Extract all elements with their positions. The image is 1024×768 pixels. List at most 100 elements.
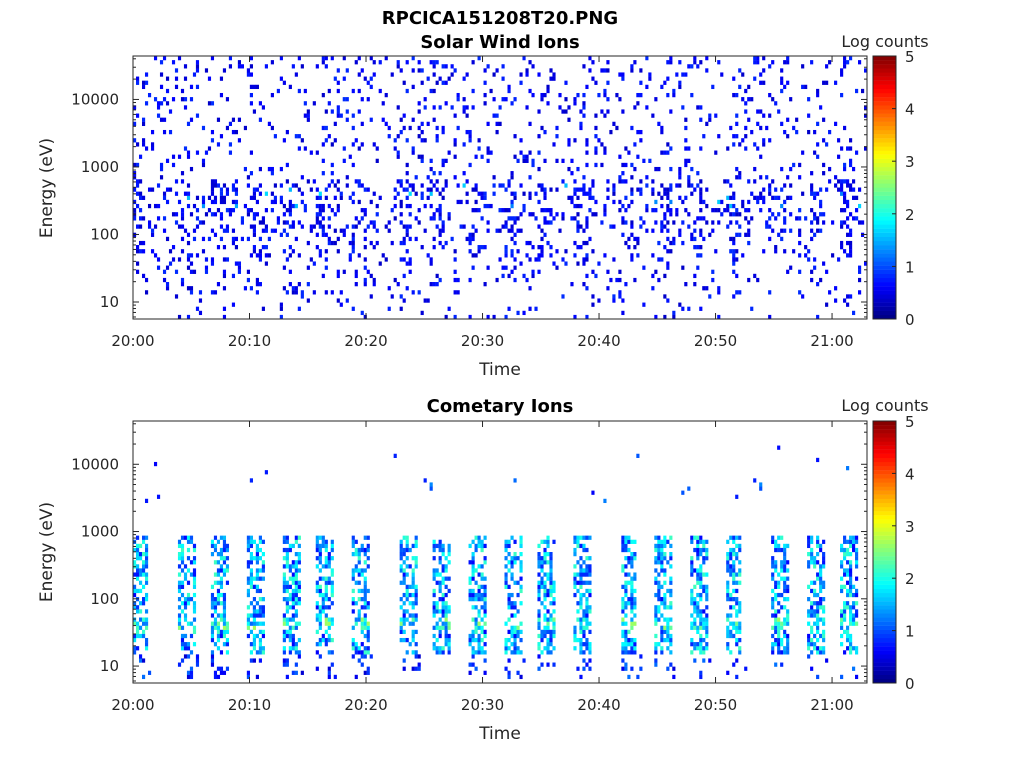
heatmap-cell (489, 150, 493, 155)
heatmap-cell (687, 224, 691, 229)
heatmap-cell (786, 642, 790, 647)
heatmap-cell (555, 187, 559, 192)
heatmap-cell (321, 601, 325, 606)
heatmap-cell (618, 72, 622, 77)
heatmap-cell (318, 637, 322, 643)
heatmap-cell (189, 597, 194, 602)
heatmap-cell (261, 568, 265, 573)
heatmap-cell (669, 605, 673, 610)
heatmap-cell (189, 253, 194, 258)
heatmap-cell (318, 249, 322, 254)
heatmap-cell (678, 195, 682, 200)
heatmap-cell (483, 282, 487, 287)
heatmap-cell (138, 224, 143, 229)
heatmap-cell (141, 117, 146, 122)
heatmap-cell (621, 76, 625, 81)
heatmap-cell (753, 179, 757, 184)
heatmap-cell (369, 199, 373, 205)
heatmap-cell (252, 249, 256, 254)
heatmap-cell (633, 556, 637, 561)
solar-wind-ions-panel: Solar Wind Ions 20:00 20:10 20:20 20:30 20:4… (37, 32, 929, 380)
heatmap-cell (213, 195, 218, 200)
heatmap-cell (432, 282, 436, 287)
heatmap-cell (777, 212, 781, 217)
heatmap-cell (321, 224, 325, 229)
heatmap-cell (573, 572, 577, 577)
heatmap-cell (816, 605, 820, 610)
heatmap-cell (732, 294, 736, 299)
heatmap-cell (543, 633, 547, 639)
heatmap-cell (552, 646, 556, 651)
heatmap-cell (693, 220, 697, 225)
heatmap-cell (501, 208, 505, 213)
heatmap-cell (555, 265, 559, 270)
heatmap-cell (810, 60, 814, 65)
heatmap-cell (351, 236, 355, 242)
heatmap-cell (855, 621, 859, 626)
x-tick-label: 20:40 (577, 696, 620, 714)
heatmap-cell (690, 564, 694, 569)
heatmap-cell (798, 208, 802, 213)
heatmap-cell (516, 556, 520, 561)
heatmap-cell (579, 646, 583, 651)
heatmap-cell (429, 60, 433, 65)
heatmap-cell (765, 125, 769, 131)
heatmap-cell (855, 195, 859, 200)
heatmap-cell (432, 212, 436, 217)
heatmap-cell (291, 617, 295, 622)
heatmap-cell (144, 576, 149, 581)
heatmap-cell (552, 617, 556, 622)
heatmap-cell (588, 650, 592, 655)
heatmap-cell (297, 637, 301, 643)
heatmap-cell (852, 179, 856, 184)
heatmap-cell (156, 183, 161, 188)
heatmap-cell (144, 552, 149, 557)
heatmap-cell (654, 208, 658, 213)
heatmap-cell (546, 617, 550, 622)
heatmap-cell (174, 220, 179, 225)
heatmap-cell (576, 580, 580, 585)
heatmap-cell (384, 121, 388, 127)
heatmap-cell (543, 220, 547, 225)
heatmap-cell (711, 84, 715, 90)
heatmap-cell (399, 568, 403, 573)
heatmap-cell (738, 68, 742, 73)
heatmap-cell (666, 633, 670, 639)
heatmap-cell (471, 568, 475, 573)
heatmap-cell (621, 564, 625, 569)
heatmap-cell (153, 97, 158, 102)
heatmap-cell (222, 560, 227, 565)
heatmap-cell (546, 646, 550, 651)
heatmap-cell (504, 539, 508, 544)
heatmap-cell (468, 597, 472, 602)
heatmap-cell (732, 662, 736, 667)
heatmap-cell (528, 175, 532, 180)
heatmap-cell (522, 273, 526, 279)
heatmap-cell (582, 543, 586, 549)
heatmap-cell (351, 224, 355, 229)
heatmap-cell (357, 253, 361, 258)
heatmap-cell (696, 105, 700, 110)
heatmap-cell (222, 286, 227, 291)
heatmap-cell (291, 637, 295, 643)
heatmap-cell (450, 72, 454, 77)
heatmap-cell (699, 306, 703, 311)
heatmap-cell (510, 249, 514, 254)
heatmap-cell (133, 646, 137, 651)
heatmap-cell (813, 642, 817, 647)
heatmap-cell (651, 113, 655, 118)
heatmap-cell (327, 88, 331, 94)
heatmap-cell (705, 539, 709, 544)
heatmap-cell (180, 179, 185, 184)
heatmap-cell (372, 220, 376, 225)
heatmap-cell (297, 220, 301, 225)
heatmap-cell (216, 629, 221, 635)
heatmap-cell (771, 60, 775, 65)
heatmap-cell (345, 68, 349, 73)
heatmap-cell (603, 498, 607, 504)
heatmap-cell (177, 625, 182, 630)
heatmap-cell (336, 273, 340, 279)
heatmap-cell (846, 199, 850, 205)
heatmap-cell (630, 592, 634, 598)
